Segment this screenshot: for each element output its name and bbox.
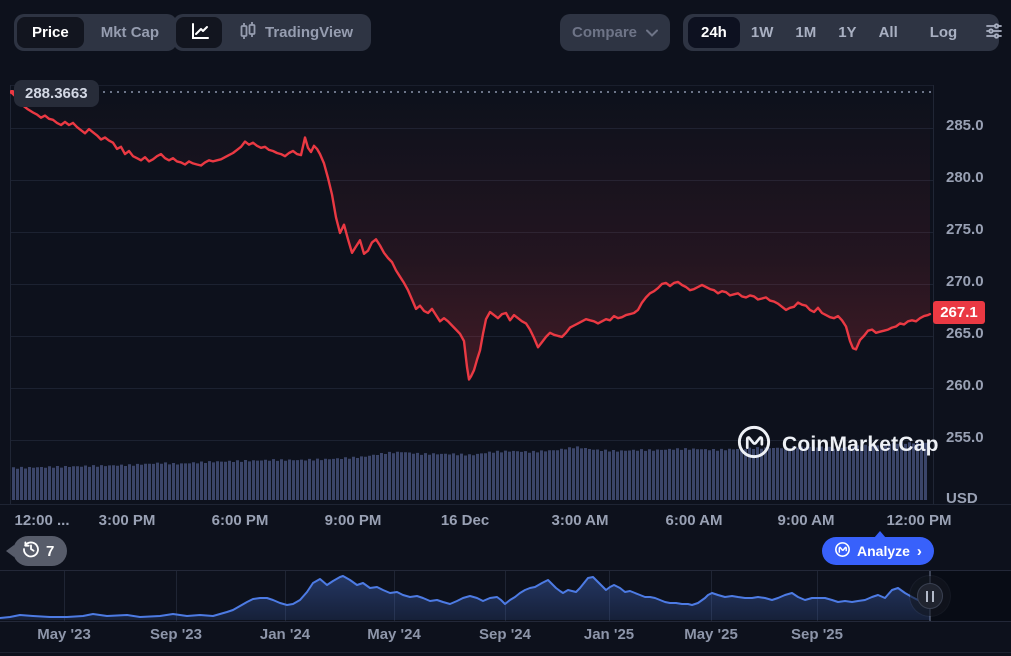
brush-unselected-region[interactable] — [931, 571, 1011, 621]
session-high-line — [12, 91, 933, 93]
session-high-label: 288.3663 — [14, 80, 99, 107]
metric-toggle: Price Mkt Cap — [14, 14, 178, 51]
y-tick-label: 255.0 — [946, 429, 984, 446]
analyze-label: Analyze — [857, 543, 910, 559]
minichart-tick-label: Sep '24 — [479, 626, 531, 643]
mini-area-fill — [0, 576, 930, 620]
tradingview-toggle[interactable]: TradingView — [224, 17, 368, 48]
gridline — [10, 232, 933, 233]
plot-left-border — [10, 85, 11, 504]
chevron-down-icon — [646, 24, 659, 41]
minichart-gridline — [711, 571, 712, 621]
chart-settings-button[interactable] — [978, 21, 1010, 44]
range-1y[interactable]: 1Y — [827, 17, 867, 48]
x-tick-label: 6:00 PM — [211, 512, 269, 529]
watermark: CoinMarketCap — [736, 424, 939, 465]
minichart-tick-label: Jan '24 — [259, 626, 311, 643]
y-tick-label: 280.0 — [946, 169, 984, 186]
y-tick-label: 275.0 — [946, 221, 984, 238]
plot-top-border — [10, 85, 933, 86]
x-tick-label: 9:00 AM — [777, 512, 835, 529]
tab-mktcap[interactable]: Mkt Cap — [86, 17, 174, 48]
compare-button[interactable]: Compare — [560, 14, 670, 51]
minichart-gridline — [176, 571, 177, 621]
candlestick-icon — [239, 21, 257, 45]
minichart-gridline — [394, 571, 395, 621]
gridline — [10, 180, 933, 181]
analyze-button[interactable]: Analyze › — [822, 531, 934, 565]
gridline — [10, 388, 933, 389]
tradingview-label: TradingView — [265, 24, 354, 41]
plot-right-border — [933, 85, 934, 504]
range-all[interactable]: All — [868, 17, 909, 48]
y-tick-label: 260.0 — [946, 377, 984, 394]
x-tick-label: 6:00 AM — [665, 512, 723, 529]
minichart-gridline — [609, 571, 610, 621]
gridline — [10, 284, 933, 285]
x-tick-label: 12:00 PM — [886, 512, 952, 529]
line-chart-toggle[interactable] — [176, 17, 222, 48]
page-bottom-divider — [0, 652, 1011, 653]
minichart-tick-label: Sep '25 — [791, 626, 843, 643]
x-tick-label: 3:00 AM — [551, 512, 609, 529]
minichart-tick-label: Jan '25 — [583, 626, 635, 643]
gridline — [10, 128, 933, 129]
y-tick-label: 265.0 — [946, 325, 984, 342]
brush-drag-handle[interactable] — [917, 583, 943, 609]
x-tick-label: 12:00 ... — [14, 512, 70, 529]
sliders-icon — [984, 21, 1004, 44]
minichart-top-border — [0, 570, 1011, 571]
watermark-label: CoinMarketCap — [782, 432, 939, 456]
minichart-gridline — [505, 571, 506, 621]
minichart-tick-label: May '23 — [37, 626, 91, 643]
tab-price[interactable]: Price — [17, 17, 84, 48]
x-tick-label: 9:00 PM — [324, 512, 382, 529]
range-selector: 24h 1W 1M 1Y All Log — [683, 14, 1003, 51]
range-1m[interactable]: 1M — [784, 17, 827, 48]
chevron-right-icon: › — [916, 542, 922, 560]
coinmarketcap-logo-icon — [736, 424, 772, 465]
minichart-bottom-border — [0, 621, 1011, 622]
mini-line — [0, 575, 931, 619]
plot-bottom-border — [0, 504, 1011, 505]
history-button[interactable]: 7 — [5, 536, 68, 566]
analyze-logo-icon — [834, 541, 851, 561]
y-tick-label: 285.0 — [946, 117, 984, 134]
minichart-tick-label: Sep '23 — [150, 626, 202, 643]
x-tick-label: 3:00 PM — [98, 512, 156, 529]
chart-type-toggle: TradingView — [173, 14, 372, 51]
log-scale-toggle[interactable]: Log — [919, 17, 969, 48]
minichart-gridline — [285, 571, 286, 621]
range-1w[interactable]: 1W — [740, 17, 785, 48]
minichart-tick-label: May '25 — [684, 626, 738, 643]
range-24h[interactable]: 24h — [688, 17, 740, 48]
current-price-badge: 267.1 — [933, 301, 985, 324]
history-clock-icon — [22, 540, 40, 562]
compare-label: Compare — [571, 24, 638, 41]
minichart-tick-label: May '24 — [367, 626, 421, 643]
minichart-gridline — [64, 571, 65, 621]
minichart-gridline — [817, 571, 818, 621]
gridline — [10, 336, 933, 337]
y-axis-unit: USD — [946, 490, 978, 507]
gridline — [10, 440, 933, 441]
line-chart-icon — [189, 21, 209, 45]
x-tick-label: 16 Dec — [440, 512, 490, 529]
history-count: 7 — [46, 542, 55, 560]
y-tick-label: 270.0 — [946, 273, 984, 290]
